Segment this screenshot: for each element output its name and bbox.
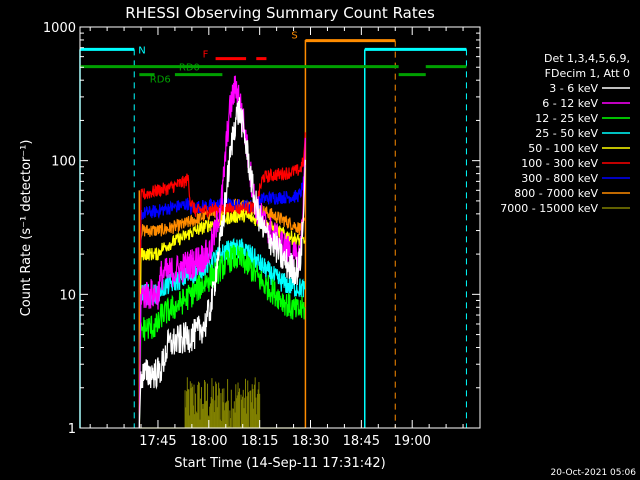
legend-label: 25 - 50 keV [535,127,598,140]
x-tick-label: 18:45 [343,434,380,449]
legend-label: 7000 - 15000 keV [500,202,598,215]
plot-frame [79,26,481,429]
legend-label: 100 - 300 keV [521,157,598,170]
series-line-3-6 [138,97,306,429]
legend-label: 800 - 7000 keV [514,187,598,200]
y-tick-label: 10 [59,288,76,303]
y-tick-label: 1 [68,422,76,437]
state-label-rd0: RD0 [179,63,200,74]
state-label-n: N [138,45,145,56]
y-tick-label: 1000 [43,21,76,36]
y-axis-label: Count Rate (s⁻¹ detector⁻¹) [19,140,34,317]
x-tick-label: 18:15 [241,434,278,449]
x-tick-label: 19:00 [393,434,430,449]
legend-header-2: FDecim 1, Att 0 [545,67,630,80]
state-label-s: S [291,31,297,42]
legend-label: 50 - 100 keV [528,142,598,155]
legend-label: 12 - 25 keV [535,112,598,125]
legend-label: 6 - 12 keV [542,97,598,110]
legend-label: 3 - 6 keV [549,82,598,95]
x-tick-label: 18:30 [292,434,329,449]
x-tick-label: 17:45 [139,434,176,449]
x-tick-label: 18:00 [190,434,227,449]
series-line-100-300 [138,132,306,429]
x-axis-label: Start Time (14-Sep-11 17:31:42) [174,456,385,471]
chart-title: RHESSI Observing Summary Count Rates [125,4,435,22]
state-label-f: F [203,50,209,61]
footer-timestamp: 20-Oct-2021 05:06 [551,468,637,478]
series-7000-15000-bursts [184,377,261,428]
legend-header-1: Det 1,3,4,5,6,9, [544,52,630,65]
legend: 3 - 6 keV 6 - 12 keV 12 - 25 keV 25 - 50 ke… [500,82,630,215]
series-line-12-25 [138,244,306,429]
y-tick-label: 100 [51,155,76,170]
legend-label: 300 - 800 keV [521,172,598,185]
state-label-rd6: RD6 [150,75,171,86]
